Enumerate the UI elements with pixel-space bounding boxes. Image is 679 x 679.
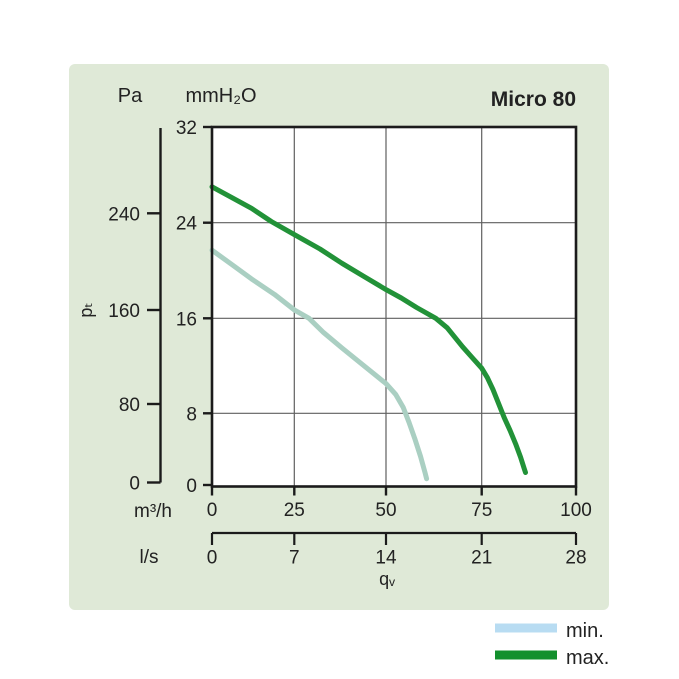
mm-tick-label: 32	[176, 118, 197, 139]
ls-unit-label: l/s	[140, 547, 159, 568]
m3h-tick-label: 100	[560, 500, 592, 521]
legend-max-swatch	[495, 650, 557, 660]
curves	[209, 184, 528, 482]
pa-tick-label: 240	[108, 204, 140, 225]
legend-min-label: min.	[566, 620, 604, 642]
ls-tick-label: 7	[289, 548, 300, 569]
ls-tick-label: 14	[375, 548, 397, 569]
legend-max-label: max.	[566, 647, 609, 669]
pt-axis-title: pₜ	[76, 302, 96, 317]
m3h-tick-label: 25	[284, 500, 305, 521]
m3h-tick-label: 0	[207, 500, 218, 521]
mm-tick-label: 24	[176, 214, 198, 235]
m3h-tick-label: 75	[471, 500, 492, 521]
m3h-unit-label: m³/h	[134, 501, 172, 522]
min-curve	[209, 247, 430, 482]
ls-tick-label: 21	[471, 548, 492, 569]
mm-tick-label: 16	[176, 309, 197, 330]
legend: min. max.	[495, 620, 609, 669]
pa-tick-label: 80	[119, 395, 140, 416]
m3h-tick-label: 50	[375, 500, 396, 521]
mm-tick-label: 0	[186, 476, 197, 497]
max-curve	[209, 184, 528, 475]
pa-unit-label: Pa	[118, 85, 143, 107]
plot-area	[212, 127, 576, 487]
plot-frame	[210, 125, 578, 488]
plot-frame-rect	[210, 125, 578, 488]
pa-tick-label: 160	[108, 301, 140, 322]
pa-tick-label: 0	[129, 474, 140, 495]
legend-min-swatch	[495, 623, 557, 633]
ls-tick-label: 0	[207, 548, 218, 569]
ls-tick-label: 28	[565, 548, 586, 569]
chart-title: Micro 80	[491, 88, 576, 111]
mm-unit-label: mmH₂O	[185, 85, 256, 107]
mm-tick-label: 8	[186, 404, 197, 425]
qv-axis-title: qᵥ	[379, 569, 395, 589]
